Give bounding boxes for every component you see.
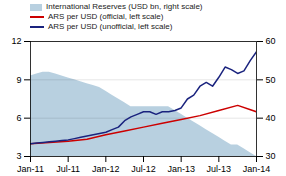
html-text:ARS per USD (unofficial, left: ARS per USD (unofficial, left scale) bbox=[48, 22, 173, 31]
svg-text:12: 12 bbox=[11, 36, 21, 46]
html-text:International Reserves (USD bn: International Reserves (USD bn, right sc… bbox=[46, 2, 203, 11]
svg-text:Jul-13: Jul-13 bbox=[207, 164, 232, 174]
svg-text:Jul-11: Jul-11 bbox=[56, 164, 80, 174]
svg-text:40: 40 bbox=[266, 113, 276, 123]
svg-text:30: 30 bbox=[266, 151, 276, 161]
svg-text:3: 3 bbox=[16, 151, 21, 161]
svg-text:Jan-12: Jan-12 bbox=[92, 164, 120, 174]
svg-text:9: 9 bbox=[16, 75, 21, 85]
svg-text:Jan-11: Jan-11 bbox=[17, 164, 44, 174]
svg-text:6: 6 bbox=[16, 113, 21, 123]
svg-text:Jan-13: Jan-13 bbox=[167, 164, 195, 174]
svg-text:60: 60 bbox=[266, 36, 276, 46]
svg-text:Jan-14: Jan-14 bbox=[243, 164, 271, 174]
svg-text:50: 50 bbox=[266, 75, 276, 85]
html-text:ARS per USD (official, left sc: ARS per USD (official, left scale) bbox=[48, 12, 164, 21]
svg-text:Jul-12: Jul-12 bbox=[131, 164, 156, 174]
